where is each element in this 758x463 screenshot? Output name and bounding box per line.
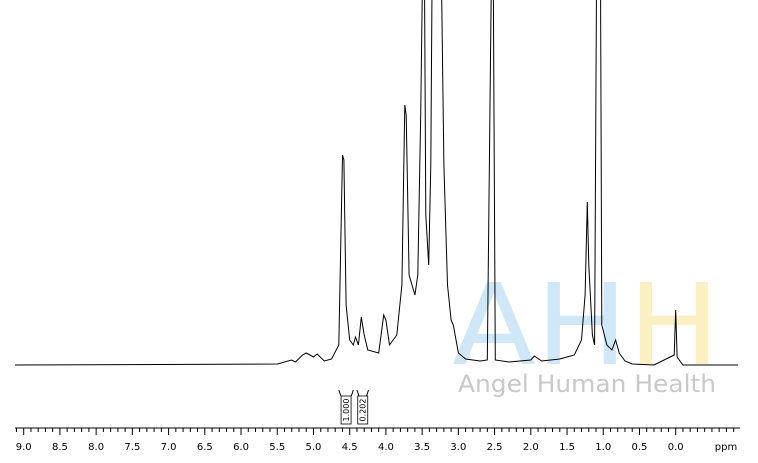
x-tick-label: 4.0: [378, 442, 394, 453]
x-tick-label: 5.5: [269, 442, 285, 453]
integral-end: [366, 389, 370, 397]
x-tick-label: 3.5: [414, 442, 430, 453]
x-tick-label: 1.0: [595, 442, 611, 453]
x-tick-label: 6.0: [233, 442, 249, 453]
x-tick-label: 0.5: [632, 442, 648, 453]
spectrum-group: [14, 0, 738, 366]
x-axis-label: ppm: [715, 442, 737, 453]
x-tick-label: 1.5: [559, 442, 575, 453]
integral-box: [340, 395, 352, 425]
integral-start: [338, 389, 342, 397]
spectrum-line: [14, 0, 738, 366]
x-tick-label: 6.5: [197, 442, 213, 453]
x-tick-label: 8.5: [52, 442, 68, 453]
x-tick-label: 9.0: [16, 442, 32, 453]
x-tick-label: 3.0: [450, 442, 466, 453]
watermark-text: Angel Human Health: [458, 370, 716, 398]
x-tick-label: 2.0: [523, 442, 539, 453]
integral-label: 1.000: [342, 399, 351, 422]
integral-end: [350, 389, 354, 397]
integral-box: [357, 395, 369, 425]
x-tick-label: 7.5: [124, 442, 140, 453]
x-tick-label: 7.0: [161, 442, 177, 453]
integral-start: [356, 389, 360, 397]
x-tick-label: 4.5: [342, 442, 358, 453]
x-tick-label: 5.0: [306, 442, 322, 453]
x-tick-label: 0.0: [668, 442, 684, 453]
integral-label: 0.202: [359, 399, 368, 422]
x-tick-label: 8.0: [88, 442, 104, 453]
x-tick-label: 2.5: [487, 442, 503, 453]
